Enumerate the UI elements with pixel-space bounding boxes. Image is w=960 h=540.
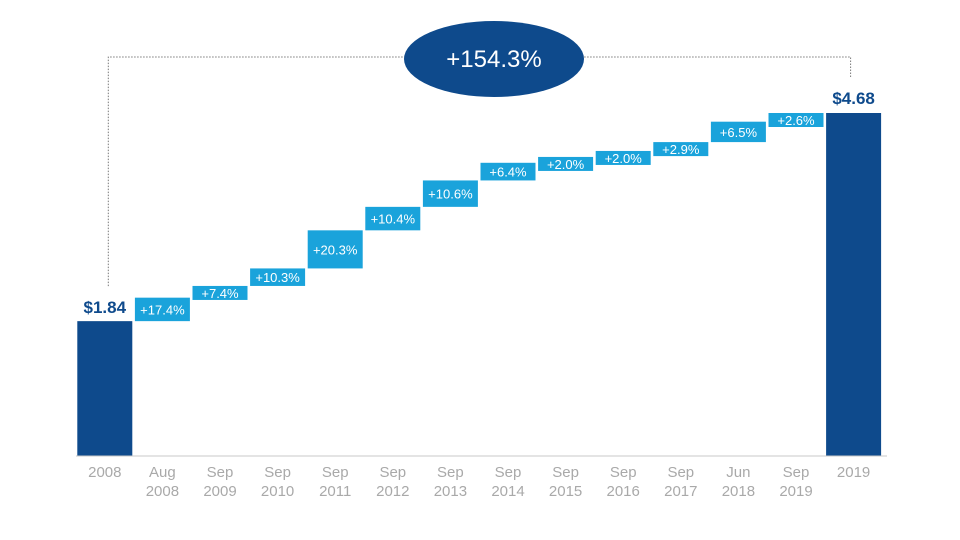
x-tick-label: Sep 2016 (607, 464, 640, 500)
x-tick-label-line: Sep (552, 464, 579, 481)
bar-step (365, 206, 421, 231)
x-tick-label-line: 2019 (837, 464, 870, 481)
bar-total-start (77, 321, 133, 456)
step-label: +6.5% (720, 125, 758, 140)
x-tick-label: Sep 2009 (203, 464, 236, 500)
x-tick-label-line: 2019 (779, 483, 812, 500)
step-label: +2.0% (605, 151, 643, 166)
step-label: +20.3% (313, 242, 358, 257)
x-tick-label: Sep 2015 (549, 464, 582, 500)
bar-total-end (826, 113, 882, 456)
x-tick-label-line: Aug (149, 464, 176, 481)
bar-step (768, 113, 824, 127)
bar-step (134, 297, 190, 322)
total-change-callout (404, 21, 584, 97)
bar-step (710, 121, 766, 143)
step-label: +2.9% (662, 142, 700, 157)
x-tick-label-line: Sep (610, 464, 637, 481)
x-tick-label-line: Sep (207, 464, 234, 481)
step-label: +2.0% (547, 157, 585, 172)
step-label: +10.4% (371, 212, 416, 227)
x-tick-label-line: 2010 (261, 483, 294, 500)
x-tick-label-line: 2013 (434, 483, 467, 500)
x-tick-label-line: Jun (726, 464, 750, 481)
x-tick-label-line: Sep (495, 464, 522, 481)
bar-step (192, 285, 248, 300)
x-tick-label-line: Sep (322, 464, 349, 481)
step-label: +10.3% (255, 270, 300, 285)
x-tick-label: Jun 2018 (722, 464, 755, 500)
bar-step (595, 150, 651, 165)
x-tick-label-line: 2014 (491, 483, 524, 500)
total-start-label: $1.84 (84, 298, 127, 317)
x-tick-label: Sep 2011 (319, 464, 351, 500)
x-tick-label-line: 2012 (376, 483, 409, 500)
bar-step (480, 162, 536, 181)
x-tick-label: 2008 (88, 464, 121, 481)
x-tick-label: Sep 2013 (434, 464, 467, 500)
bar-step (422, 180, 478, 207)
step-label: +17.4% (140, 302, 185, 317)
x-tick-label-line: Sep (379, 464, 406, 481)
bar-step (653, 142, 709, 157)
x-tick-label-line: 2017 (664, 483, 697, 500)
x-tick-label-line: 2008 (146, 483, 179, 500)
x-tick-label-line: 2015 (549, 483, 582, 500)
x-tick-label: Sep 2017 (664, 464, 697, 500)
step-label: +2.6% (777, 113, 815, 128)
x-tick-label-line: 2011 (319, 483, 351, 500)
x-tick-label: Sep 2014 (491, 464, 524, 500)
x-tick-label: Aug 2008 (146, 464, 179, 500)
x-tick-label-line: 2016 (607, 483, 640, 500)
bar-step (250, 268, 306, 286)
x-tick-label-line: 2008 (88, 464, 121, 481)
x-tick-label-line: 2009 (203, 483, 236, 500)
total-end-label: $4.68 (832, 89, 875, 108)
x-tick-label-line: Sep (264, 464, 291, 481)
step-label: +10.6% (428, 187, 473, 202)
step-label: +7.4% (201, 286, 239, 301)
x-tick-label-line: 2018 (722, 483, 755, 500)
x-tick-label: Sep 2012 (376, 464, 409, 500)
x-tick-label-line: Sep (437, 464, 464, 481)
x-tick-label-line: Sep (783, 464, 810, 481)
bar-step (307, 230, 363, 269)
x-tick-label: Sep 2010 (261, 464, 294, 500)
total-change-label: +154.3% (446, 46, 541, 73)
x-tick-label-line: Sep (667, 464, 694, 481)
step-label: +6.4% (489, 165, 527, 180)
bar-step (538, 156, 594, 171)
x-tick-label: 2019 (837, 464, 870, 481)
x-tick-label: Sep 2019 (779, 464, 812, 500)
